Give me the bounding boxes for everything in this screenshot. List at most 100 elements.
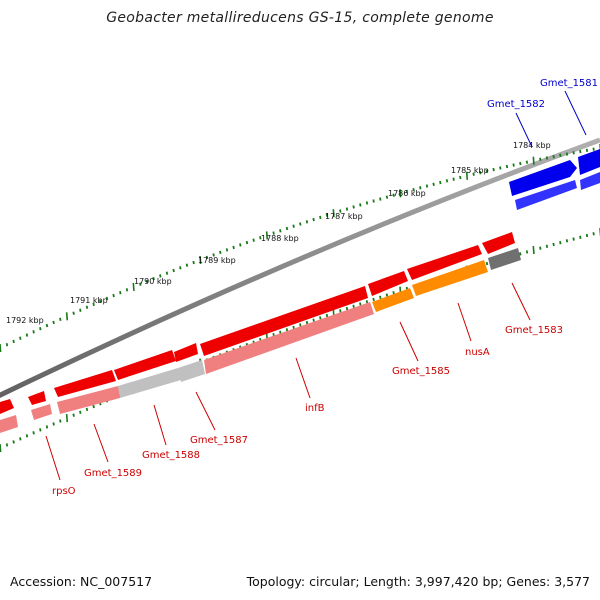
minor-tick [492, 167, 495, 172]
minor-tick [52, 320, 55, 325]
major-tick [465, 171, 469, 180]
gene-arrow-rpso[interactable] [28, 391, 46, 405]
minor-tick [579, 235, 582, 239]
minor-tick [445, 179, 449, 183]
gene-arrow-gmet-1582[interactable] [509, 160, 577, 196]
minor-tick [179, 266, 182, 270]
gene-arrow-infb[interactable] [200, 286, 368, 356]
kbp-labels: 1784 kbp 1785 kbp 1786 kbp 1787 kbp 1788… [6, 141, 551, 325]
major-tick [332, 209, 335, 218]
minor-tick [279, 330, 282, 334]
minor-tick [232, 245, 235, 250]
gene-box-gmet-1587-shadow [178, 360, 205, 382]
gene-box-infb-shadow [204, 302, 374, 374]
minor-tick [365, 300, 369, 304]
gene-label-gmet-1583[interactable]: Gmet_1583 [505, 325, 563, 336]
minor-tick [519, 161, 522, 166]
minor-tick [585, 148, 589, 153]
minor-tick [5, 443, 9, 447]
minor-tick [12, 440, 15, 444]
major-tick [265, 231, 269, 240]
minor-tick [225, 248, 229, 252]
minor-tick [305, 220, 309, 224]
minor-tick [512, 163, 515, 167]
minor-tick [45, 425, 49, 429]
minor-tick [212, 253, 215, 257]
gene-arrow-nusa[interactable] [407, 245, 482, 280]
accession-text: Accession: NC_007517 [10, 574, 153, 589]
gene-arrow-gmet-1585[interactable] [368, 271, 408, 296]
minor-tick [45, 323, 49, 328]
minor-tick [459, 175, 462, 180]
kbp-label: 1791 kbp [70, 296, 108, 305]
minor-tick [345, 207, 349, 211]
minor-tick [392, 291, 395, 295]
minor-tick [439, 180, 442, 185]
gene-label-gmet-1588[interactable]: Gmet_1588 [142, 450, 200, 461]
minor-tick [72, 413, 75, 417]
minor-tick [319, 316, 322, 320]
gene-label-gmet-1581[interactable]: Gmet_1581 [540, 78, 598, 89]
gene-arrow-gmet-1587[interactable] [174, 343, 198, 362]
gene-label-gmet-1587[interactable]: Gmet_1587 [190, 435, 248, 446]
minor-tick [345, 306, 349, 311]
minor-tick [19, 336, 22, 340]
gene-label-gmet-1582[interactable]: Gmet_1582 [487, 99, 545, 110]
minor-tick [559, 153, 562, 158]
minor-tick [59, 419, 62, 423]
minor-tick [579, 149, 582, 154]
minor-tick [192, 260, 195, 265]
minor-tick [12, 339, 15, 344]
gene-arrow-gmet-1581[interactable] [578, 149, 600, 175]
minor-tick [299, 323, 302, 327]
minor-tick [352, 304, 355, 308]
minor-tick [99, 299, 102, 304]
minor-tick [19, 437, 22, 441]
genome-backbone [0, 137, 600, 398]
minor-tick [432, 182, 435, 186]
minor-tick [92, 404, 95, 409]
minor-tick [79, 308, 82, 312]
gene-label-gmet-1585[interactable]: Gmet_1585 [392, 366, 450, 377]
gene-box-rpso-shadow [31, 404, 52, 420]
minor-tick [472, 172, 475, 176]
kbp-label: 1788 kbp [261, 234, 299, 243]
minor-tick [479, 170, 482, 175]
gene-box-gmet-1585-shadow [372, 288, 414, 312]
gene-arrow-gmet-1583[interactable] [482, 232, 515, 254]
minor-tick [485, 169, 489, 173]
minor-tick [185, 263, 189, 267]
minor-tick [559, 240, 562, 245]
kbp-label: 1785 kbp [451, 166, 489, 175]
minor-tick [219, 250, 222, 255]
kbp-label: 1787 kbp [325, 212, 363, 221]
minor-tick [359, 203, 362, 207]
minor-tick [292, 325, 295, 330]
minor-tick [552, 154, 555, 159]
major-tick [132, 282, 135, 292]
minor-tick [545, 244, 549, 249]
gene-label-rpso[interactable]: rpsO [52, 486, 76, 497]
minor-tick [52, 422, 55, 426]
gene-label-gmet-1589[interactable]: Gmet_1589 [84, 468, 142, 479]
gene-arrow-partial-left[interactable] [0, 399, 14, 414]
gene-box-nusa-shadow [412, 260, 488, 296]
major-tick [0, 343, 2, 353]
kbp-label: 1790 kbp [134, 277, 172, 286]
major-tick [399, 189, 402, 198]
minor-tick [325, 213, 329, 217]
gene-box-gmet-1583-shadow [488, 248, 521, 270]
map-title: Geobacter metallireducens GS-15, complet… [106, 10, 494, 26]
gene-arrow-gmet-1589[interactable] [54, 370, 116, 397]
minor-tick [5, 343, 9, 347]
minor-tick [412, 187, 415, 192]
gene-box-partial-left-shadow [0, 415, 18, 433]
minor-tick [525, 160, 529, 164]
gene-arrow-gmet-1588[interactable] [114, 350, 176, 380]
gene-label-infb[interactable]: infB [305, 403, 325, 414]
minor-tick [425, 184, 429, 188]
minor-tick [312, 217, 315, 222]
minor-tick [145, 279, 149, 284]
gene-label-nusa[interactable]: nusA [465, 347, 490, 358]
minor-tick [585, 233, 589, 238]
